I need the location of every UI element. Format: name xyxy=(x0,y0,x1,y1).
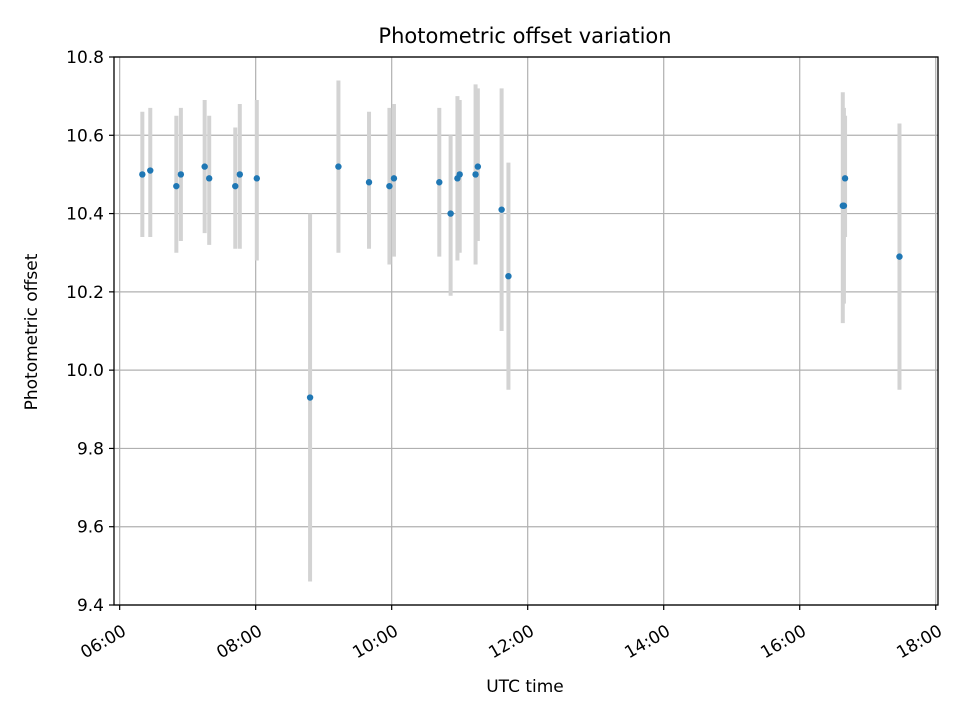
data-point xyxy=(147,167,154,174)
data-point xyxy=(472,171,479,178)
plot-frame xyxy=(113,56,939,606)
data-point xyxy=(177,171,185,178)
data-point xyxy=(841,175,849,182)
data-point xyxy=(306,394,314,401)
data-point xyxy=(390,175,398,182)
y-tick-label: 10.8 xyxy=(66,48,104,68)
data-points xyxy=(139,163,903,401)
data-point xyxy=(896,253,903,260)
data-point xyxy=(232,182,239,190)
y-tick-label: 10.4 xyxy=(66,205,104,225)
data-point xyxy=(173,182,180,190)
grid xyxy=(114,56,938,606)
data-point xyxy=(447,210,454,217)
y-tick-label: 9.8 xyxy=(77,439,104,459)
data-point xyxy=(201,163,208,170)
data-point xyxy=(498,206,505,213)
data-point xyxy=(236,171,244,178)
x-axis-label: UTC time xyxy=(486,677,564,697)
y-tick-label: 10.6 xyxy=(66,126,104,146)
data-point xyxy=(386,182,393,190)
data-point xyxy=(365,179,373,186)
data-point xyxy=(206,175,213,182)
y-axis-ticks: 9.4 9.6 9.8 10.0 10.2 10.4 10.6 10.8 xyxy=(66,48,114,616)
data-point xyxy=(335,163,342,170)
y-tick-label: 10.2 xyxy=(66,283,104,303)
data-point xyxy=(474,163,482,170)
chart-title: Photometric offset variation xyxy=(378,24,671,48)
data-point xyxy=(436,179,443,186)
y-axis-label: Photometric offset xyxy=(22,253,42,410)
data-point xyxy=(253,175,261,182)
data-point xyxy=(505,273,512,280)
y-tick-label: 9.6 xyxy=(77,518,104,538)
y-tick-label: 9.4 xyxy=(77,596,104,616)
data-point xyxy=(840,202,848,209)
data-point xyxy=(456,171,463,178)
data-point xyxy=(139,171,146,178)
y-tick-label: 10.0 xyxy=(66,361,104,381)
